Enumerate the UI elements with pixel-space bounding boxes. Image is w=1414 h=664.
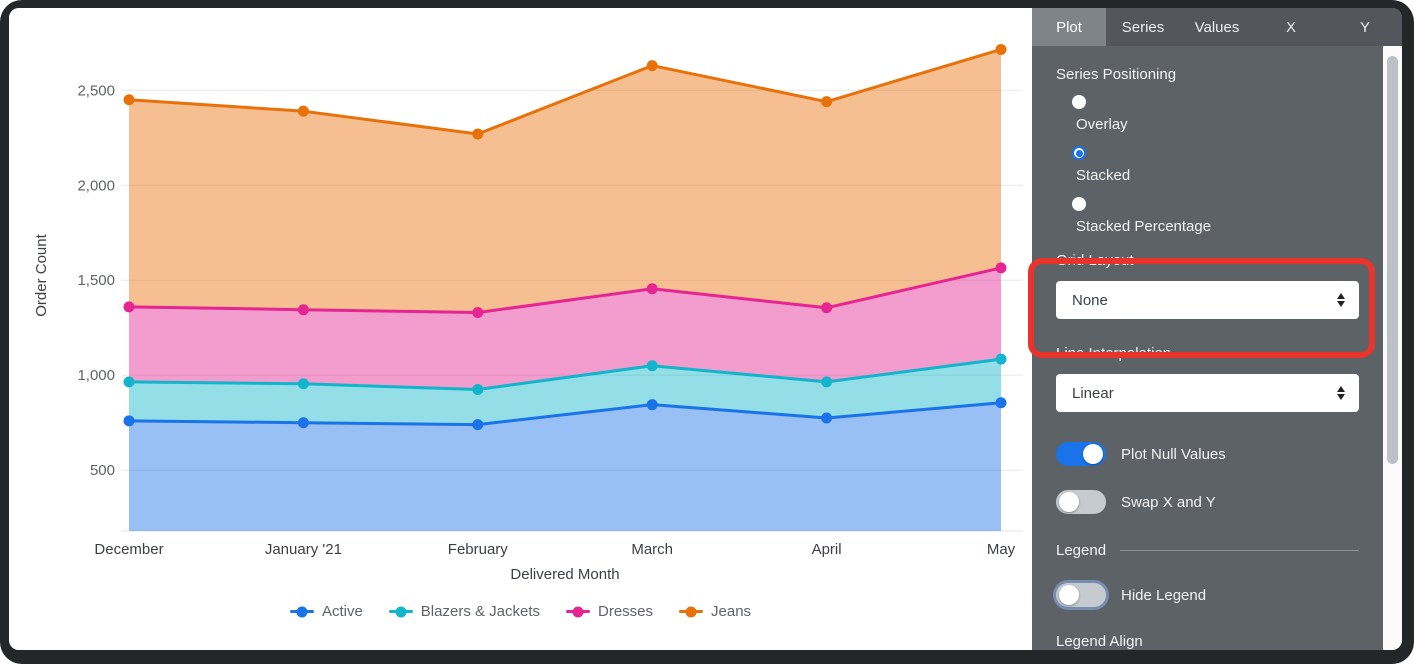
swap-x-and-y-toggle[interactable] (1056, 490, 1106, 514)
line-interpolation-field: Line Interpolation Linear (1056, 345, 1359, 412)
svg-text:March: March (631, 541, 673, 558)
panel-scrollbar-thumb[interactable] (1387, 56, 1398, 464)
tab-values[interactable]: Values (1194, 18, 1240, 36)
svg-text:May: May (987, 541, 1016, 558)
svg-text:Order Count: Order Count (33, 233, 50, 316)
radio-option-overlay[interactable]: Overlay (1072, 95, 1359, 133)
legend-item-jeans[interactable]: Jeans (679, 603, 751, 620)
chart-card: 500 1,000 1,500 2,000 2,500 December January '… (9, 8, 1032, 650)
radio-button[interactable] (1072, 95, 1086, 109)
plot-null-values-row: Plot Null Values (1056, 442, 1359, 466)
legend-label: Active (321, 603, 363, 620)
panel-tabbar: Plot Series Values X Y (1032, 8, 1402, 46)
svg-text:1,000: 1,000 (77, 367, 115, 384)
radio-option-stacked-percentage[interactable]: Stacked Percentage (1072, 197, 1359, 235)
svg-text:Delivered Month: Delivered Month (510, 566, 619, 583)
window-content: 500 1,000 1,500 2,000 2,500 December January '… (9, 8, 1402, 650)
legend-label: Jeans (711, 603, 752, 620)
svg-text:500: 500 (90, 462, 115, 479)
tab-y[interactable]: Y (1359, 18, 1370, 36)
legend-label: Blazers & Jackets (420, 603, 541, 620)
radio-label: Stacked Percentage (1076, 218, 1212, 235)
hide-legend-row: Hide Legend (1056, 583, 1359, 607)
radio-option-stacked[interactable]: Stacked (1072, 146, 1359, 184)
svg-text:2,500: 2,500 (77, 82, 115, 99)
legend-item-blazers-jackets[interactable]: Blazers & Jackets (388, 603, 541, 620)
legend-section-label: Legend (1056, 542, 1107, 559)
legend-marker-icon (679, 606, 704, 617)
svg-text:December: December (94, 541, 163, 558)
grid-layout-label: Grid Layout (1056, 252, 1134, 269)
grid-layout-select[interactable]: None (1056, 281, 1359, 319)
tab-series[interactable]: Series (1121, 18, 1165, 36)
plot-null-values-toggle[interactable] (1056, 442, 1106, 466)
stacked-area-chart: 500 1,000 1,500 2,000 2,500 December January '… (33, 43, 1023, 583)
legend-align-label: Legend Align (1056, 633, 1143, 650)
legend-marker-icon (289, 606, 314, 617)
svg-text:April: April (812, 541, 842, 558)
panel-scrollbar-track[interactable] (1383, 46, 1402, 650)
plot-settings: Series Positioning Overlay Stacked Stacked… (1032, 46, 1383, 650)
plot-null-values-label: Plot Null Values (1121, 445, 1226, 463)
svg-text:January '21: January '21 (265, 541, 342, 558)
series-positioning-radio-group: Overlay Stacked Stacked Percentage (1056, 95, 1359, 235)
radio-label: Stacked (1076, 167, 1131, 184)
legend-section-header: Legend (1056, 542, 1359, 559)
radio-label: Overlay (1076, 116, 1128, 133)
svg-text:February: February (448, 541, 509, 558)
select-arrows-icon (1337, 293, 1345, 307)
legend-item-dresses[interactable]: Dresses (566, 603, 653, 620)
series-positioning-label: Series Positioning (1056, 66, 1177, 83)
panel-body: Series Positioning Overlay Stacked Stacked… (1032, 46, 1402, 650)
svg-text:1,500: 1,500 (77, 272, 115, 289)
settings-panel: Plot Series Values X Y Series Positioning Ov… (1032, 8, 1402, 650)
line-interpolation-select[interactable]: Linear (1056, 374, 1359, 412)
swap-x-y-row: Swap X and Y (1056, 490, 1359, 514)
legend-marker-icon (566, 606, 591, 617)
chart-legend: Active Blazers & Jackets Dresses Jeans (9, 603, 1032, 620)
swap-x-and-y-label: Swap X and Y (1121, 493, 1216, 511)
radio-button[interactable] (1072, 146, 1086, 160)
grid-layout-field: Grid Layout None (1056, 252, 1359, 319)
section-divider (1120, 550, 1359, 551)
line-interpolation-value: Linear (1072, 384, 1114, 402)
radio-button[interactable] (1072, 197, 1086, 211)
hide-legend-toggle[interactable] (1056, 583, 1106, 607)
tab-x[interactable]: X (1285, 18, 1296, 36)
legend-item-active[interactable]: Active (289, 603, 363, 620)
line-interpolation-label: Line Interpolation (1056, 345, 1172, 362)
grid-layout-value: None (1072, 291, 1108, 309)
hide-legend-label: Hide Legend (1121, 586, 1207, 604)
svg-text:2,000: 2,000 (77, 177, 115, 194)
tab-plot[interactable]: Plot (1032, 8, 1106, 46)
select-arrows-icon (1337, 386, 1345, 400)
legend-label: Dresses (598, 603, 654, 620)
legend-marker-icon (388, 606, 413, 617)
